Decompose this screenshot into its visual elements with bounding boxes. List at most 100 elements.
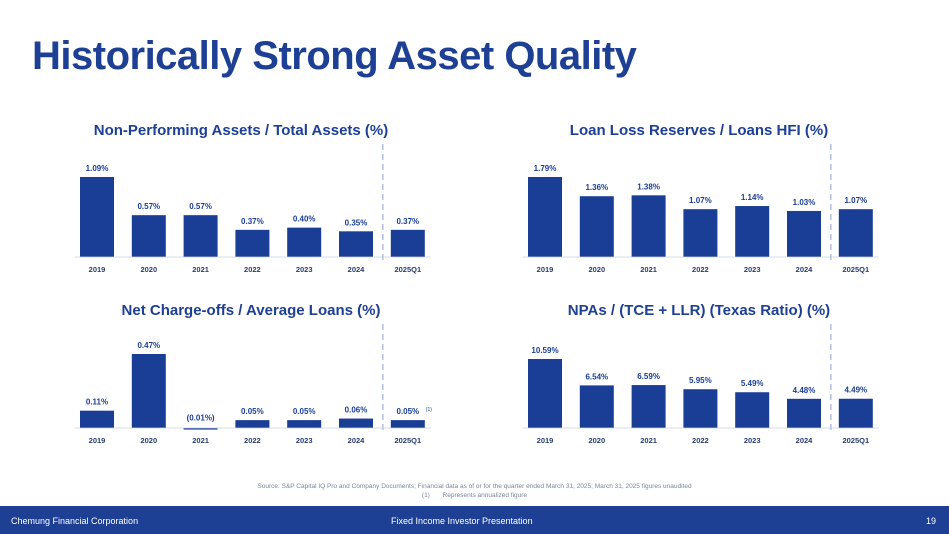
net-charge-offs-chart: Net Charge-offs / Average Loans (%) 0.11…: [75, 302, 432, 447]
data-label: (0.01%): [187, 414, 215, 423]
x-tick-label: 2020: [588, 265, 605, 274]
bar: [131, 354, 166, 428]
x-tick-label: 2020: [140, 265, 157, 274]
x-tick-label: 2023: [296, 265, 313, 274]
bar: [683, 209, 718, 257]
data-label: 6.54%: [585, 372, 608, 381]
x-tick-label: 2019: [89, 265, 106, 274]
loan-loss-reserves-chart: Loan Loss Reserves / Loans HFI (%) 1.79%…: [523, 122, 879, 277]
x-tick-label: 2021: [192, 265, 209, 274]
page-number: 19: [926, 516, 937, 526]
bar: [735, 206, 770, 257]
bar: [235, 420, 270, 428]
bar: [80, 410, 114, 428]
bar: [631, 195, 666, 257]
data-label: 1.79%: [534, 164, 557, 173]
bar-chart-svg: 10.59% 2019 6.54% 2020 6.59% 2021 5.95% 2022 5.4…: [523, 324, 879, 445]
source-note: Source: S&P Capital IQ Pro and Company D…: [0, 482, 949, 500]
data-label: 0.37%: [396, 217, 419, 226]
x-tick-label: 2021: [640, 265, 657, 274]
data-label: 1.38%: [637, 182, 660, 191]
bar-chart-svg: 1.79% 2019 1.36% 2020 1.38% 2021 1.07% 2022 1.14…: [523, 144, 879, 274]
x-tick-label: 2019: [537, 436, 554, 445]
bar: [787, 210, 821, 257]
chart-title: NPAs / (TCE + LLR) (Texas Ratio) (%): [567, 302, 831, 319]
bar: [235, 229, 270, 257]
bar: [838, 398, 873, 428]
bar: [631, 385, 666, 428]
data-label: 1.07%: [689, 196, 712, 205]
footnote: (1) Represents annualized figure: [0, 491, 949, 500]
footer-bar: Chemung Financial Corporation Fixed Inco…: [0, 506, 949, 534]
x-tick-label: 2022: [244, 265, 261, 274]
chart-title: Non-Performing Assets / Total Assets (%): [93, 122, 389, 139]
data-label: 1.14%: [741, 193, 764, 202]
data-label: 0.37%: [241, 217, 264, 226]
chart-title: Loan Loss Reserves / Loans HFI (%): [569, 122, 829, 139]
x-tick-label: 2022: [692, 436, 709, 445]
page-title: Historically Strong Asset Quality: [32, 34, 637, 78]
data-label: 0.40%: [293, 215, 316, 224]
bar: [287, 420, 322, 428]
data-label: 0.35%: [345, 218, 368, 227]
x-tick-label: 2023: [296, 436, 313, 445]
data-label: 0.06%: [345, 406, 368, 415]
bar: [183, 428, 218, 430]
bar-chart-svg: 1.09% 2019 0.57% 2020 0.57% 2021 0.37% 2022 0.40…: [75, 144, 431, 274]
x-tick-label: 2020: [140, 436, 157, 445]
x-tick-label: 2024: [796, 436, 814, 445]
x-tick-label: 2021: [192, 436, 209, 445]
data-label: 1.09%: [86, 164, 109, 173]
x-tick-label: 2025Q1: [394, 436, 421, 445]
texas-ratio-chart: NPAs / (TCE + LLR) (Texas Ratio) (%) 10.…: [523, 302, 879, 447]
data-label: 10.59%: [531, 346, 558, 355]
bar: [131, 215, 166, 257]
footnote-number: (1): [421, 492, 430, 499]
x-tick-label: 2022: [244, 436, 261, 445]
data-label: 0.57%: [137, 202, 160, 211]
bar: [80, 177, 114, 257]
data-label: 6.59%: [637, 372, 660, 381]
x-tick-label: 2021: [640, 436, 657, 445]
data-label: 0.05%: [293, 407, 316, 416]
footnote-text: Represents annualized figure: [442, 492, 528, 499]
npa-total-assets-chart: Non-Performing Assets / Total Assets (%)…: [75, 122, 431, 277]
footer-company: Chemung Financial Corporation: [11, 516, 139, 526]
x-tick-label: 2022: [692, 265, 709, 274]
data-label: 4.48%: [793, 386, 816, 395]
bar: [528, 359, 562, 428]
data-label: 5.95%: [689, 376, 712, 385]
data-label: 0.05%: [241, 407, 264, 416]
data-label: 0.11%: [86, 398, 108, 407]
bar: [183, 215, 218, 257]
footnote-marker: (1): [426, 407, 432, 413]
x-tick-label: 2024: [796, 265, 814, 274]
x-tick-label: 2025Q1: [842, 436, 869, 445]
bar: [528, 177, 562, 257]
bar: [390, 420, 425, 428]
data-label: 0.57%: [189, 202, 212, 211]
x-tick-label: 2024: [348, 265, 366, 274]
chart-title: Net Charge-offs / Average Loans (%): [121, 302, 381, 319]
x-tick-label: 2023: [744, 436, 761, 445]
x-tick-label: 2025Q1: [842, 265, 869, 274]
bar: [579, 196, 614, 257]
bar-chart-svg: 0.11% 2019 0.47% 2020 (0.01%) 2021 0.05% 2022 0.…: [75, 324, 432, 445]
bar: [390, 229, 425, 257]
data-label: 0.47%: [137, 341, 160, 350]
data-label: 1.03%: [793, 198, 816, 207]
x-tick-label: 2023: [744, 265, 761, 274]
data-label: 1.07%: [844, 196, 867, 205]
x-tick-label: 2024: [348, 436, 366, 445]
x-tick-label: 2019: [89, 436, 106, 445]
x-tick-label: 2020: [588, 436, 605, 445]
source-line: Source: S&P Capital IQ Pro and Company D…: [257, 483, 692, 490]
x-tick-label: 2019: [537, 265, 554, 274]
bar: [339, 231, 373, 257]
data-label: 5.49%: [741, 379, 764, 388]
x-tick-label: 2025Q1: [394, 265, 421, 274]
footer-presentation-title: Fixed Income Investor Presentation: [391, 516, 533, 526]
bar: [838, 209, 873, 257]
bar: [579, 385, 614, 428]
bar: [787, 398, 821, 428]
